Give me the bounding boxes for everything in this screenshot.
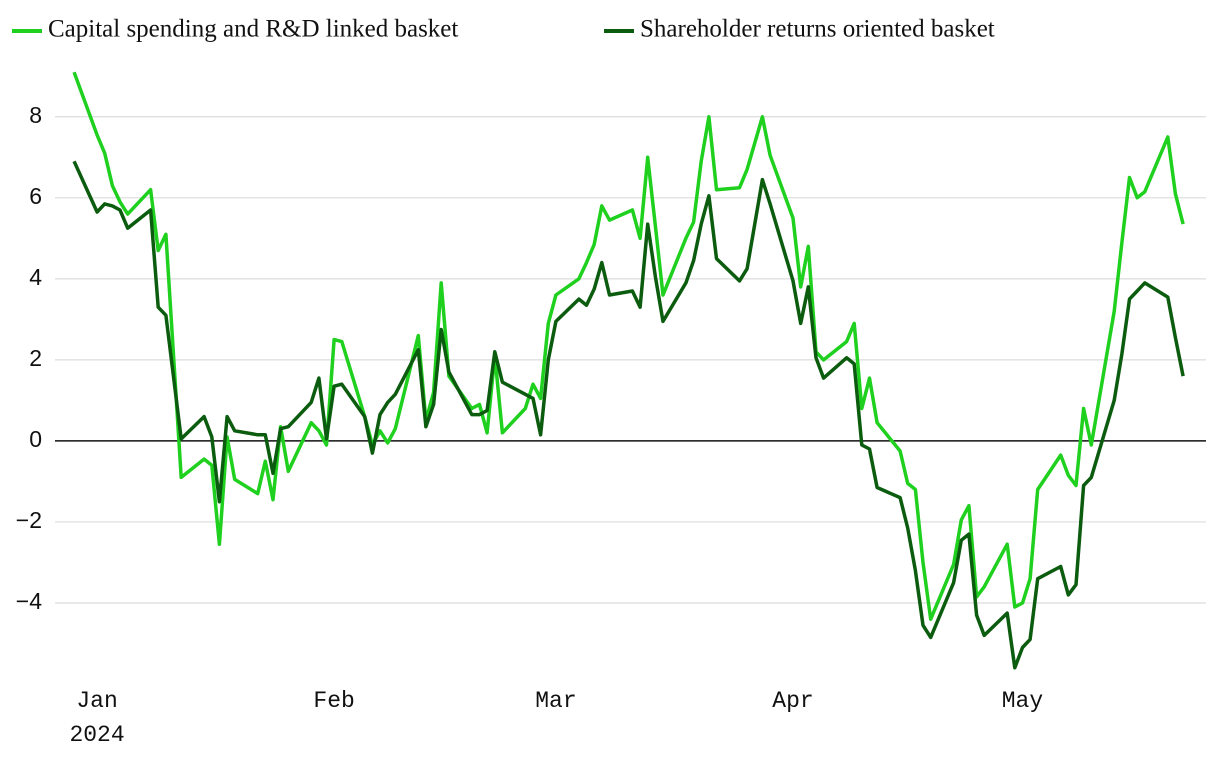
y-tick-label: 6 (29, 183, 42, 209)
y-tick-label: 2 (29, 345, 42, 371)
y-tick-label: 4 (29, 264, 42, 290)
legend-label: Shareholder returns oriented basket (640, 16, 995, 43)
y-tick-label: −4 (16, 588, 42, 614)
x-tick-label: Mar (535, 688, 576, 714)
x-tick-label: Apr (772, 688, 813, 714)
y-tick-label: 0 (29, 426, 42, 452)
series-line (72, 71, 1185, 621)
legend-label: Capital spending and R&D linked basket (48, 16, 458, 43)
x-tick-label: Feb (313, 688, 354, 714)
x-tick-label: May (1002, 688, 1044, 714)
y-tick-label: −2 (16, 507, 42, 533)
series-line (72, 160, 1185, 670)
x-tick-sublabel: 2024 (69, 722, 124, 748)
x-tick-label: Jan (76, 688, 117, 714)
y-tick-label: 8 (29, 102, 42, 128)
